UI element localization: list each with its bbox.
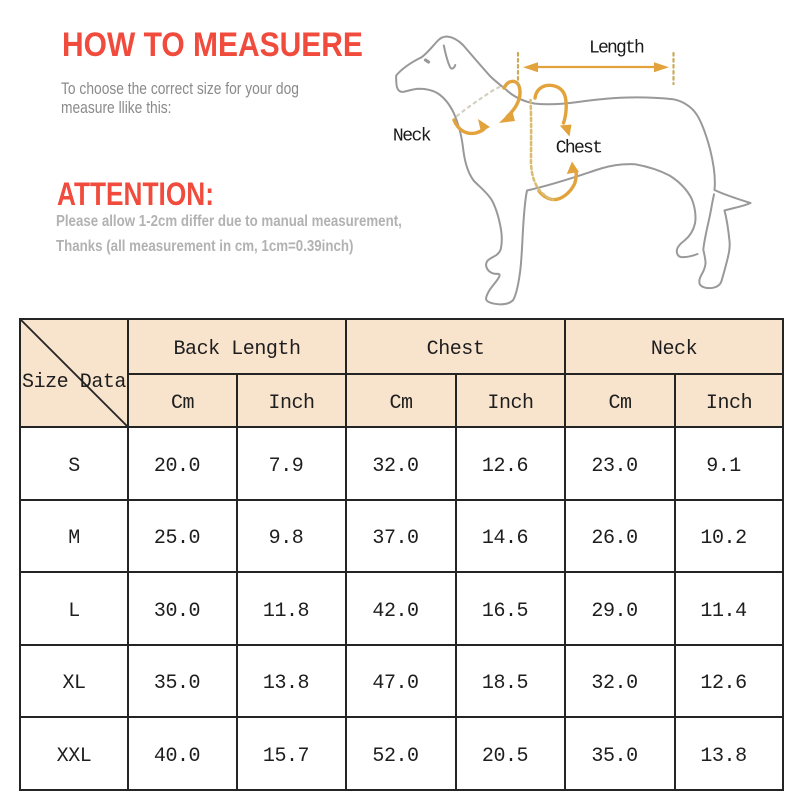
- svg-text:Chest: Chest: [556, 139, 602, 159]
- svg-text:Neck: Neck: [393, 127, 431, 147]
- svg-text:Length: Length: [589, 39, 644, 59]
